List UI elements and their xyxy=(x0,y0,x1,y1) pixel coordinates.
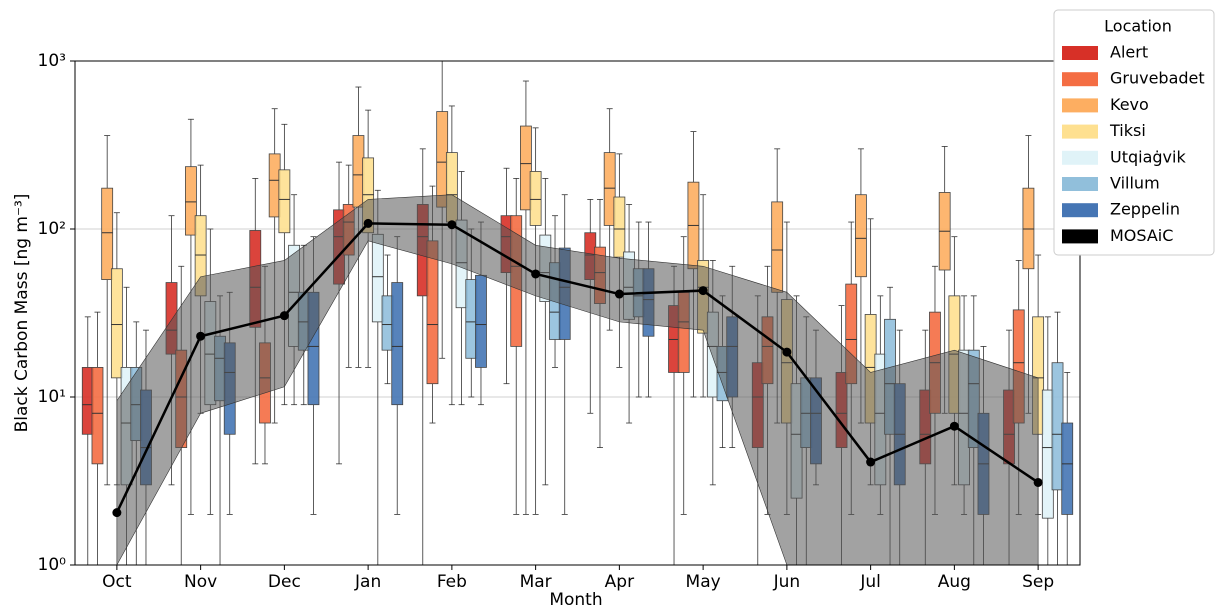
box xyxy=(603,152,616,226)
y-tick-label: 10¹ xyxy=(38,387,66,407)
marker xyxy=(949,421,959,431)
legend-swatch xyxy=(1062,98,1098,113)
line xyxy=(115,222,1039,514)
x-tick-label: Apr xyxy=(605,572,634,592)
x-tick-label: Feb xyxy=(437,572,467,592)
marker xyxy=(614,289,624,299)
box xyxy=(278,169,291,234)
box xyxy=(855,194,867,278)
legend-swatch xyxy=(1062,150,1098,165)
legend-label: Zeppelin xyxy=(1110,200,1180,219)
y-tick-label: 10⁰ xyxy=(38,555,67,575)
box xyxy=(426,240,439,385)
legend-swatch xyxy=(1062,124,1098,139)
legend-label: MOSAiC xyxy=(1110,226,1173,245)
x-tick-label: Jan xyxy=(354,572,381,592)
box xyxy=(185,166,197,236)
box xyxy=(110,268,123,379)
legend-label: Villum xyxy=(1110,174,1160,193)
box xyxy=(771,201,784,293)
legend-label: Gruvebadet xyxy=(1110,69,1205,88)
legend-label: Tiksi xyxy=(1109,121,1146,140)
legend-swatch xyxy=(1062,72,1098,87)
box xyxy=(529,171,542,226)
box xyxy=(475,274,487,368)
legend-label: Kevo xyxy=(1110,95,1149,114)
y-tick-label: 10² xyxy=(38,219,66,239)
x-tick-label: Oct xyxy=(102,572,132,592)
box xyxy=(520,125,532,211)
box xyxy=(613,196,626,258)
x-tick-label: Jul xyxy=(859,572,881,592)
marker xyxy=(866,457,876,467)
marker xyxy=(782,347,792,357)
legend-frame xyxy=(1053,9,1215,256)
marker xyxy=(363,218,373,228)
box xyxy=(1022,187,1035,270)
marker xyxy=(279,311,289,321)
marker xyxy=(698,286,708,296)
marker xyxy=(112,508,122,518)
legend-swatch xyxy=(1062,46,1098,60)
marker xyxy=(447,220,457,230)
legend-swatch xyxy=(1062,229,1098,244)
x-tick-label: Aug xyxy=(938,572,971,592)
box xyxy=(91,367,104,465)
x-tick-label: Dec xyxy=(268,572,301,592)
legend-swatch xyxy=(1062,203,1098,218)
x-tick-label: Jun xyxy=(773,572,801,592)
box xyxy=(101,187,114,280)
box xyxy=(1061,422,1074,515)
x-tick-label: May xyxy=(686,572,721,592)
marker xyxy=(531,269,541,279)
legend-title: Location xyxy=(1104,17,1172,36)
box xyxy=(391,282,404,406)
x-tick-label: Sep xyxy=(1022,572,1054,592)
legend: Location Alert Gruvebadet Kevo Tiksi Utqiaġv… xyxy=(1053,9,1215,256)
legend-swatch xyxy=(1062,177,1098,191)
plot-frame xyxy=(74,60,1081,566)
legend-label: Utqiaġvik xyxy=(1110,147,1186,166)
y-axis-label: Black Carbon Mass [ng m⁻³] xyxy=(12,194,32,433)
y-tick-label: 10³ xyxy=(38,51,66,71)
x-tick-label: Nov xyxy=(184,572,217,592)
x-axis-label: Month xyxy=(549,590,602,608)
marker xyxy=(1033,477,1043,487)
x-tick-label: Mar xyxy=(520,572,552,592)
legend-label: Alert xyxy=(1110,43,1148,62)
marker xyxy=(196,331,206,341)
